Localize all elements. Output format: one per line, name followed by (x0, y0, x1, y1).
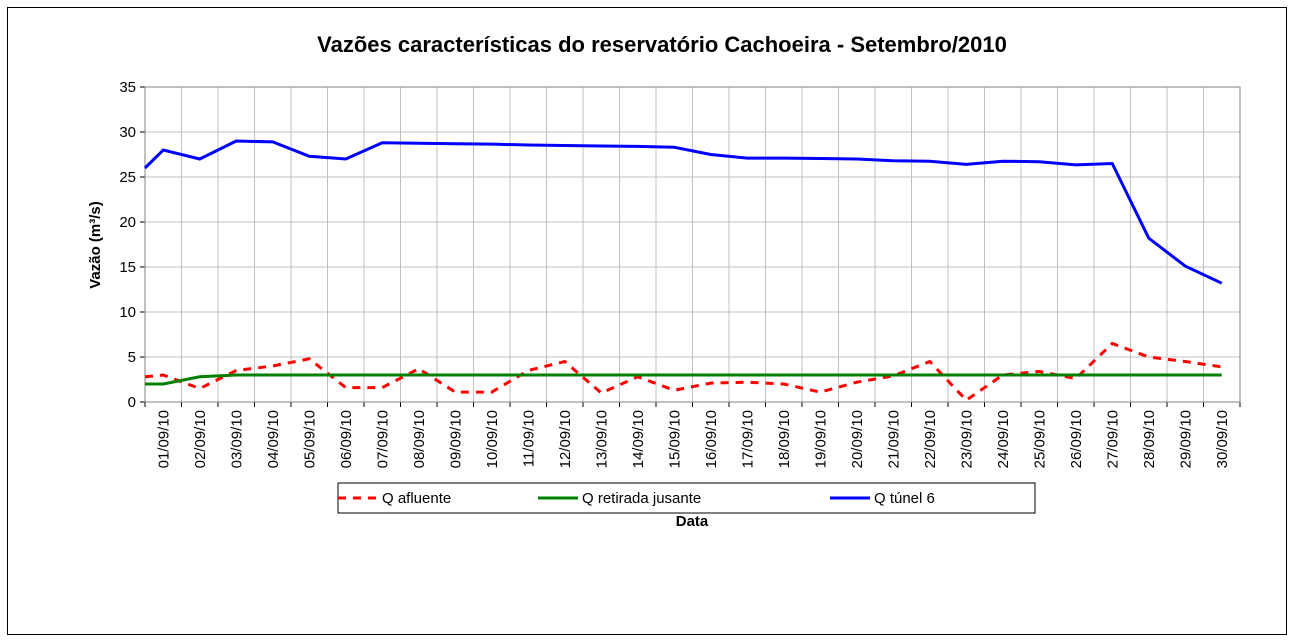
chart-border (7, 7, 1287, 635)
x-tick-label: 23/09/10 (958, 410, 975, 468)
x-tick-label: 29/09/10 (1177, 410, 1194, 468)
x-tick-label: 02/09/10 (192, 410, 209, 468)
x-tick-label: 16/09/10 (703, 410, 720, 468)
x-tick-label: 17/09/10 (739, 410, 756, 468)
x-tick-label: 03/09/10 (228, 410, 245, 468)
x-tick-label: 06/09/10 (338, 410, 355, 468)
y-tick-label: 0 (128, 394, 136, 411)
y-tick-label: 35 (119, 79, 136, 96)
x-tick-label: 26/09/10 (1068, 410, 1085, 468)
y-tick-label: 25 (119, 169, 136, 186)
x-tick-label: 19/09/10 (812, 410, 829, 468)
x-tick-label: 09/09/10 (447, 410, 464, 468)
x-tick-label: 01/09/10 (155, 410, 172, 468)
y-tick-label: 10 (119, 304, 136, 321)
x-tick-label: 12/09/10 (557, 410, 574, 468)
x-tick-label: 25/09/10 (1031, 410, 1048, 468)
x-tick-label: 20/09/10 (849, 410, 866, 468)
line-series (143, 139, 1223, 285)
x-tick-label: 10/09/10 (484, 410, 501, 468)
x-tick-label: 07/09/10 (374, 410, 391, 468)
x-tick-label: 22/09/10 (922, 410, 939, 468)
x-tick-label: 18/09/10 (776, 410, 793, 468)
x-tick-label: 24/09/10 (995, 410, 1012, 468)
x-tick-label: 27/09/10 (1104, 410, 1121, 468)
x-tick-label: 05/09/10 (301, 410, 318, 468)
x-tick-label: 14/09/10 (630, 410, 647, 468)
x-tick-label: 04/09/10 (265, 410, 282, 468)
legend-label: Q túnel 6 (874, 490, 935, 507)
x-tick-label: 13/09/10 (593, 410, 610, 468)
plot-border (144, 86, 1241, 403)
y-tick-label: 30 (119, 124, 136, 141)
x-tick-label: 11/09/10 (520, 410, 537, 467)
y-tick-label: 20 (119, 214, 136, 231)
line-series (144, 341, 1222, 403)
legend-box (337, 482, 1036, 514)
x-tick-label: 08/09/10 (411, 410, 428, 468)
x-tick-label: 21/09/10 (885, 410, 902, 468)
x-axis-label: Data (676, 513, 709, 530)
y-tick-label: 15 (119, 259, 136, 276)
chart-title: Vazões características do reservatório C… (317, 32, 1007, 57)
x-tick-label: 28/09/10 (1141, 410, 1158, 468)
x-tick-label: 15/09/10 (666, 410, 683, 468)
y-tick-label: 5 (128, 349, 136, 366)
legend-label: Q afluente (382, 490, 451, 507)
y-axis-label: Vazão (m³/s) (87, 201, 104, 289)
line-series (145, 373, 1222, 386)
x-tick-label: 30/09/10 (1214, 410, 1231, 468)
legend-label: Q retirada jusante (582, 490, 701, 507)
